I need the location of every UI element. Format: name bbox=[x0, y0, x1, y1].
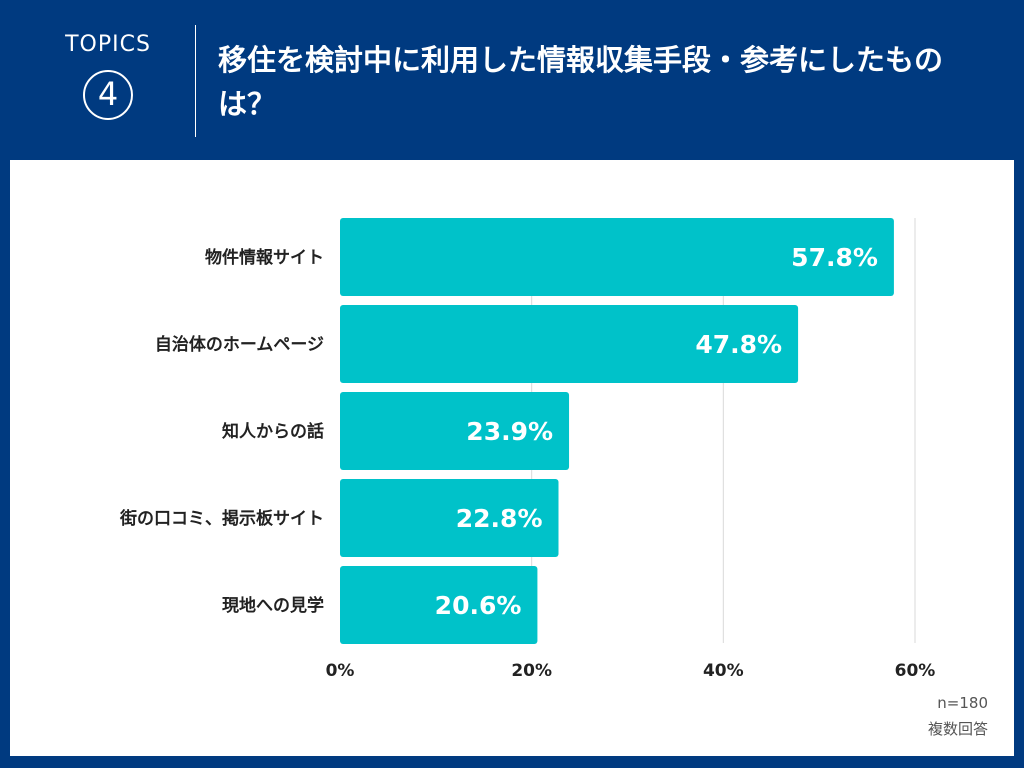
bar bbox=[340, 392, 570, 470]
x-tick-label: 40% bbox=[703, 661, 744, 681]
labels: 0% 20% 40% 60% 57.8% 物件情報サイト 47.8% 自治体のホームページ 23… bbox=[119, 243, 935, 681]
bar-chart: 0% 20% 40% 60% 57.8% 物件情報サイト 47.8% 自治体のホームページ 23… bbox=[119, 218, 935, 681]
chart-panel: 0% 20% 40% 60% 57.8% 物件情報サイト 47.8% 自治体のホームページ 23… bbox=[10, 160, 1014, 756]
category-label: 物件情報サイト bbox=[205, 247, 324, 268]
header: TOPICS 4 移住を検討中に利用した情報収集手段・参考にしたものは？ bbox=[0, 0, 1024, 160]
data-label: 57.8% bbox=[791, 243, 878, 272]
bars bbox=[340, 218, 894, 644]
bar bbox=[340, 218, 894, 296]
category-label: 自治体のホームページ bbox=[155, 334, 324, 355]
answer-type-note: 複数回答 bbox=[927, 720, 988, 738]
category-label: 知人からの話 bbox=[221, 421, 324, 442]
topics-number-badge: 4 bbox=[83, 70, 133, 120]
data-label: 47.8% bbox=[695, 330, 782, 359]
x-tick-label: 60% bbox=[895, 661, 936, 681]
header-divider bbox=[195, 25, 196, 137]
data-label: 20.6% bbox=[435, 591, 522, 620]
bar bbox=[340, 566, 538, 644]
topics-label: TOPICS bbox=[65, 32, 151, 57]
category-label: 街の口コミ、掲示板サイト bbox=[119, 508, 324, 529]
x-tick-label: 20% bbox=[511, 661, 552, 681]
bar bbox=[340, 479, 559, 557]
x-tick-label: 0% bbox=[326, 661, 355, 681]
bar bbox=[340, 305, 799, 383]
data-label: 23.9% bbox=[466, 417, 553, 446]
data-label: 22.8% bbox=[456, 504, 543, 533]
page-title: 移住を検討中に利用した情報収集手段・参考にしたものは？ bbox=[218, 43, 944, 121]
sample-size-note: n=180 bbox=[937, 694, 988, 712]
category-label: 現地への見学 bbox=[222, 595, 324, 616]
